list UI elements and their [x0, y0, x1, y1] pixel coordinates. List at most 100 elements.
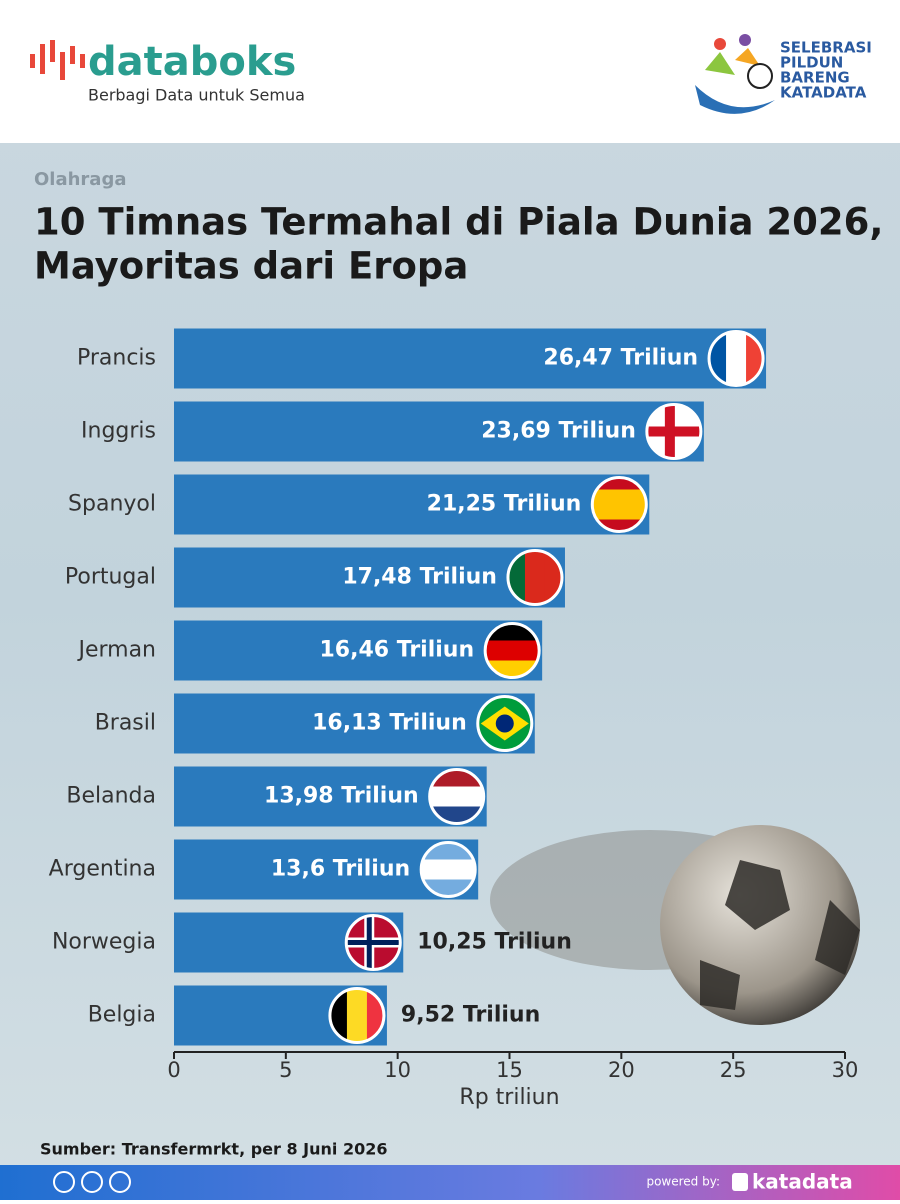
- tagline: Berbagi Data untuk Semua: [88, 86, 305, 105]
- value-label: 26,47 Triliun: [543, 346, 698, 371]
- bar: [174, 401, 704, 462]
- flag-ring: [328, 987, 386, 1044]
- x-tick-label: 5: [279, 1058, 292, 1082]
- value-label: 13,6 Triliun: [271, 857, 410, 882]
- flag: [593, 478, 646, 531]
- flag: [430, 770, 483, 823]
- footer-logo-icon: [732, 1173, 748, 1191]
- football-decoration: [490, 825, 860, 1025]
- flag-ring: [645, 403, 703, 460]
- flag: [508, 551, 561, 604]
- bar: [174, 328, 767, 389]
- flag-stripe: [430, 786, 483, 807]
- flag-cross: [664, 405, 675, 458]
- flag-globe: [495, 714, 514, 733]
- category-label: Inggris: [81, 419, 156, 444]
- category-label: Jerman: [76, 638, 156, 663]
- flag-stripe: [544, 551, 561, 604]
- plot: Prancis 26,47 Triliun Inggris 23,69 Triliun…: [49, 328, 859, 1110]
- flag-ring: [590, 476, 648, 533]
- flag-stripe: [710, 332, 727, 385]
- footer-bar: [0, 1165, 900, 1200]
- flag-stripe: [593, 478, 646, 490]
- flag-stripe: [422, 859, 475, 880]
- flag-ring: [428, 768, 486, 825]
- x-tick-label: 15: [496, 1058, 523, 1082]
- source: Sumber: Transfermrkt, per 8 Juni 2026: [40, 1140, 388, 1159]
- flag: [710, 332, 763, 385]
- category-label: Norwegia: [52, 930, 156, 955]
- flag-stripe: [330, 989, 348, 1042]
- flag-stripe: [486, 624, 539, 641]
- flag-ring: [506, 549, 564, 606]
- event-logo-line: SELEBRASI: [780, 39, 872, 57]
- value-label: 9,52 Triliun: [401, 1003, 540, 1028]
- x-axis-title: Rp triliun: [459, 1085, 559, 1110]
- flag: [330, 989, 383, 1042]
- flag-stripe: [422, 879, 475, 896]
- flag-ring: [483, 622, 541, 679]
- event-logo-icon: [695, 34, 775, 114]
- flag: [647, 405, 700, 458]
- category-label: Belgia: [88, 1003, 156, 1028]
- value-label: 13,98 Triliun: [264, 784, 419, 809]
- brand: databoks: [88, 39, 296, 85]
- flag-stripe: [726, 332, 747, 385]
- flag-stripe: [486, 660, 539, 677]
- value-label: 10,25 Triliun: [417, 930, 572, 955]
- flag-stripe: [593, 489, 646, 505]
- flag-stripe: [593, 519, 646, 531]
- flag-cross: [347, 940, 400, 945]
- event-logo-line: PILDUN: [780, 54, 843, 72]
- event-logo-text: SELEBRASI PILDUN BARENG KATADATA: [780, 39, 872, 102]
- x-tick-label: 0: [167, 1058, 180, 1082]
- x-tick-label: 30: [832, 1058, 859, 1082]
- category-label: Spanyol: [68, 492, 156, 517]
- bar: [174, 620, 543, 681]
- flag-stripe: [486, 640, 539, 661]
- value-label: 16,13 Triliun: [312, 711, 467, 736]
- flag-cross: [366, 916, 372, 969]
- bar: [174, 693, 535, 754]
- powered-by: powered by:: [646, 1175, 720, 1189]
- flag-stripe: [746, 332, 763, 385]
- value-label: 21,25 Triliun: [427, 492, 582, 517]
- x-tick-label: 25: [720, 1058, 747, 1082]
- bar: [174, 547, 565, 608]
- x-tick-label: 20: [608, 1058, 635, 1082]
- flag-ring: [419, 841, 477, 898]
- flag-ring: [344, 914, 402, 971]
- flag-stripe: [524, 551, 546, 604]
- chart-title: 10 Timnas Termahal di Piala Dunia 2026,: [34, 201, 883, 244]
- flag: [347, 916, 400, 969]
- category-label: Belanda: [66, 784, 156, 809]
- kicker: Olahraga: [34, 169, 127, 190]
- event-logo-line: BARENG: [780, 69, 850, 87]
- flag: [478, 697, 531, 750]
- flag-stripe: [508, 551, 526, 604]
- flag-stripe: [346, 989, 368, 1042]
- flag-stripe: [430, 770, 483, 787]
- flag-stripe: [366, 989, 383, 1042]
- value-label: 23,69 Triliun: [481, 419, 636, 444]
- event-logo-line: KATADATA: [780, 84, 867, 102]
- flag-ring: [476, 695, 534, 752]
- value-label: 17,48 Triliun: [342, 565, 497, 590]
- category-label: Prancis: [77, 346, 156, 371]
- flag-stripe: [422, 843, 475, 860]
- flag: [422, 843, 475, 896]
- footer-brand: katadata: [752, 1170, 853, 1194]
- flag-stripe: [593, 504, 646, 520]
- category-label: Portugal: [65, 565, 156, 590]
- brand-icon: [30, 40, 85, 80]
- license-icons: [53, 1171, 131, 1193]
- category-label: Argentina: [49, 857, 156, 882]
- category-label: Brasil: [95, 711, 156, 736]
- flag: [486, 624, 539, 677]
- bar: [174, 474, 650, 535]
- flag-ring: [707, 330, 765, 387]
- flag-stripe: [430, 806, 483, 823]
- value-label: 16,46 Triliun: [320, 638, 475, 663]
- x-tick-label: 10: [384, 1058, 411, 1082]
